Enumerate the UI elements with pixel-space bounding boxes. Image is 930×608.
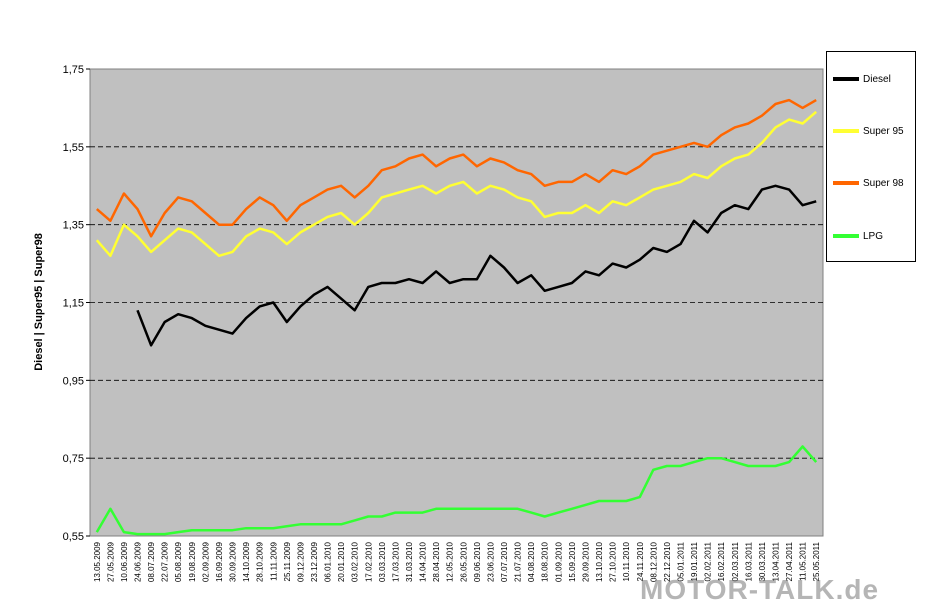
series-diesel (136, 184, 817, 347)
x-tick-label: 27.05.2009 (106, 541, 115, 582)
x-tick-label: 08.07.2009 (147, 541, 156, 582)
series-super-95 (95, 110, 818, 258)
x-tick-label: 21.07.2010 (514, 541, 523, 582)
series-line (95, 445, 818, 536)
x-tick-label: 12.05.2010 (446, 541, 455, 582)
series-super-98 (95, 98, 817, 238)
x-tick-label: 31.03.2010 (405, 541, 414, 582)
x-tick-label: 05.01.2011 (676, 541, 685, 581)
x-tick-label: 06.01.2010 (324, 541, 333, 582)
x-tick-label: 17.02.2010 (364, 541, 373, 582)
x-tick-label: 27.10.2010 (609, 541, 618, 582)
x-tick-label: 09.12.2009 (296, 541, 305, 582)
y-tick-label: 1,15 (63, 298, 84, 310)
x-tick-label: 30.09.2009 (229, 541, 238, 582)
y-axis-ticks: 1,75 1,55 1,35 1,15 0,95 0,75 0,55 (63, 64, 90, 543)
legend-swatch (833, 181, 859, 185)
y-tick-label: 0,55 (63, 531, 84, 543)
legend-label: LPG (863, 230, 884, 242)
plot-area (89, 68, 824, 537)
x-tick-label: 16.03.2011 (744, 541, 753, 581)
x-tick-label: 04.08.2010 (527, 541, 536, 582)
x-tick-label: 22.07.2009 (161, 541, 170, 582)
x-tick-label: 23.06.2010 (486, 541, 495, 582)
legend-item-super-98: Super 98 (833, 176, 904, 190)
x-tick-label: 11.11.2009 (269, 541, 278, 580)
x-tick-label: 22.12.2010 (663, 541, 672, 582)
series-lpg (95, 445, 818, 536)
y-axis-label: Diesel | Super95 | Super98 (33, 233, 45, 371)
x-tick-label: 27.04.2011 (785, 541, 794, 581)
x-tick-label: 02.02.2011 (704, 541, 713, 581)
x-tick-label: 19.01.2011 (690, 541, 699, 581)
series-line (95, 98, 817, 238)
legend-label: Diesel (863, 73, 891, 85)
y-tick-label: 1,75 (63, 64, 84, 76)
x-tick-label: 28.10.2009 (256, 541, 265, 582)
x-tick-label: 01.09.2010 (554, 541, 563, 582)
x-tick-label: 16.02.2011 (717, 541, 726, 581)
x-tick-label: 13.04.2011 (771, 541, 780, 581)
x-tick-label: 29.09.2010 (581, 541, 590, 582)
x-tick-label: 28.04.2010 (432, 541, 441, 582)
x-tick-label: 02.09.2009 (201, 541, 210, 582)
x-tick-label: 24.11.2010 (636, 541, 645, 581)
x-tick-label: 30.03.2011 (758, 541, 767, 581)
x-tick-label: 25.05.2011 (812, 541, 821, 581)
x-tick-label: 16.09.2009 (215, 541, 224, 582)
x-tick-label: 14.10.2009 (242, 541, 251, 582)
series-line (136, 184, 817, 347)
x-tick-label: 17.03.2010 (391, 541, 400, 582)
x-tick-label: 02.03.2011 (731, 541, 740, 581)
y-tick-label: 1,35 (63, 220, 84, 232)
y-tick-label: 0,75 (63, 453, 84, 465)
x-tick-label: 08.12.2010 (649, 541, 658, 582)
x-tick-label: 26.05.2010 (459, 541, 468, 582)
x-tick-label: 23.12.2009 (310, 541, 319, 582)
legend-label: Super 95 (863, 125, 904, 137)
y-tick-label: 1,55 (63, 142, 84, 154)
x-tick-label: 18.08.2010 (541, 541, 550, 582)
series-line (95, 110, 818, 258)
x-tick-label: 14.04.2010 (419, 541, 428, 582)
x-tick-label: 13.10.2010 (595, 541, 604, 582)
x-tick-label: 19.08.2009 (188, 541, 197, 582)
grid-lines (90, 146, 823, 459)
x-tick-label: 10.11.2010 (622, 541, 631, 581)
x-tick-label: 05.08.2009 (174, 541, 183, 582)
x-tick-label: 07.07.2010 (500, 541, 509, 582)
legend-swatch (833, 234, 859, 238)
x-tick-label: 15.09.2010 (568, 541, 577, 582)
watermark-logo: MOTOR-TALK.de (640, 574, 880, 605)
x-tick-label: 11.05.2011 (799, 541, 808, 580)
x-tick-label: 13.05.2009 (93, 541, 102, 582)
x-tick-label: 20.01.2010 (337, 541, 346, 582)
legend: Diesel Super 95 Super 98 LPG (826, 51, 916, 262)
series-lines (95, 98, 818, 536)
x-tick-label: 25.11.2009 (283, 541, 292, 581)
x-tick-label: 03.03.2010 (378, 541, 387, 582)
legend-item-diesel: Diesel (833, 72, 891, 86)
x-tick-label: 24.06.2009 (134, 541, 143, 582)
legend-swatch (833, 77, 859, 81)
x-tick-label: 03.02.2010 (351, 541, 360, 582)
x-tick-label: 10.06.2009 (120, 541, 129, 582)
legend-swatch (833, 129, 859, 133)
y-tick-label: 0,95 (63, 375, 84, 387)
x-axis-ticks: 13.05.2009 27.05.2009 10.06.2009 24.06.2009… (93, 541, 821, 582)
x-tick-label: 09.06.2010 (473, 541, 482, 582)
legend-item-lpg: LPG (833, 229, 883, 243)
legend-label: Super 98 (863, 177, 904, 189)
legend-item-super-95: Super 95 (833, 124, 904, 138)
